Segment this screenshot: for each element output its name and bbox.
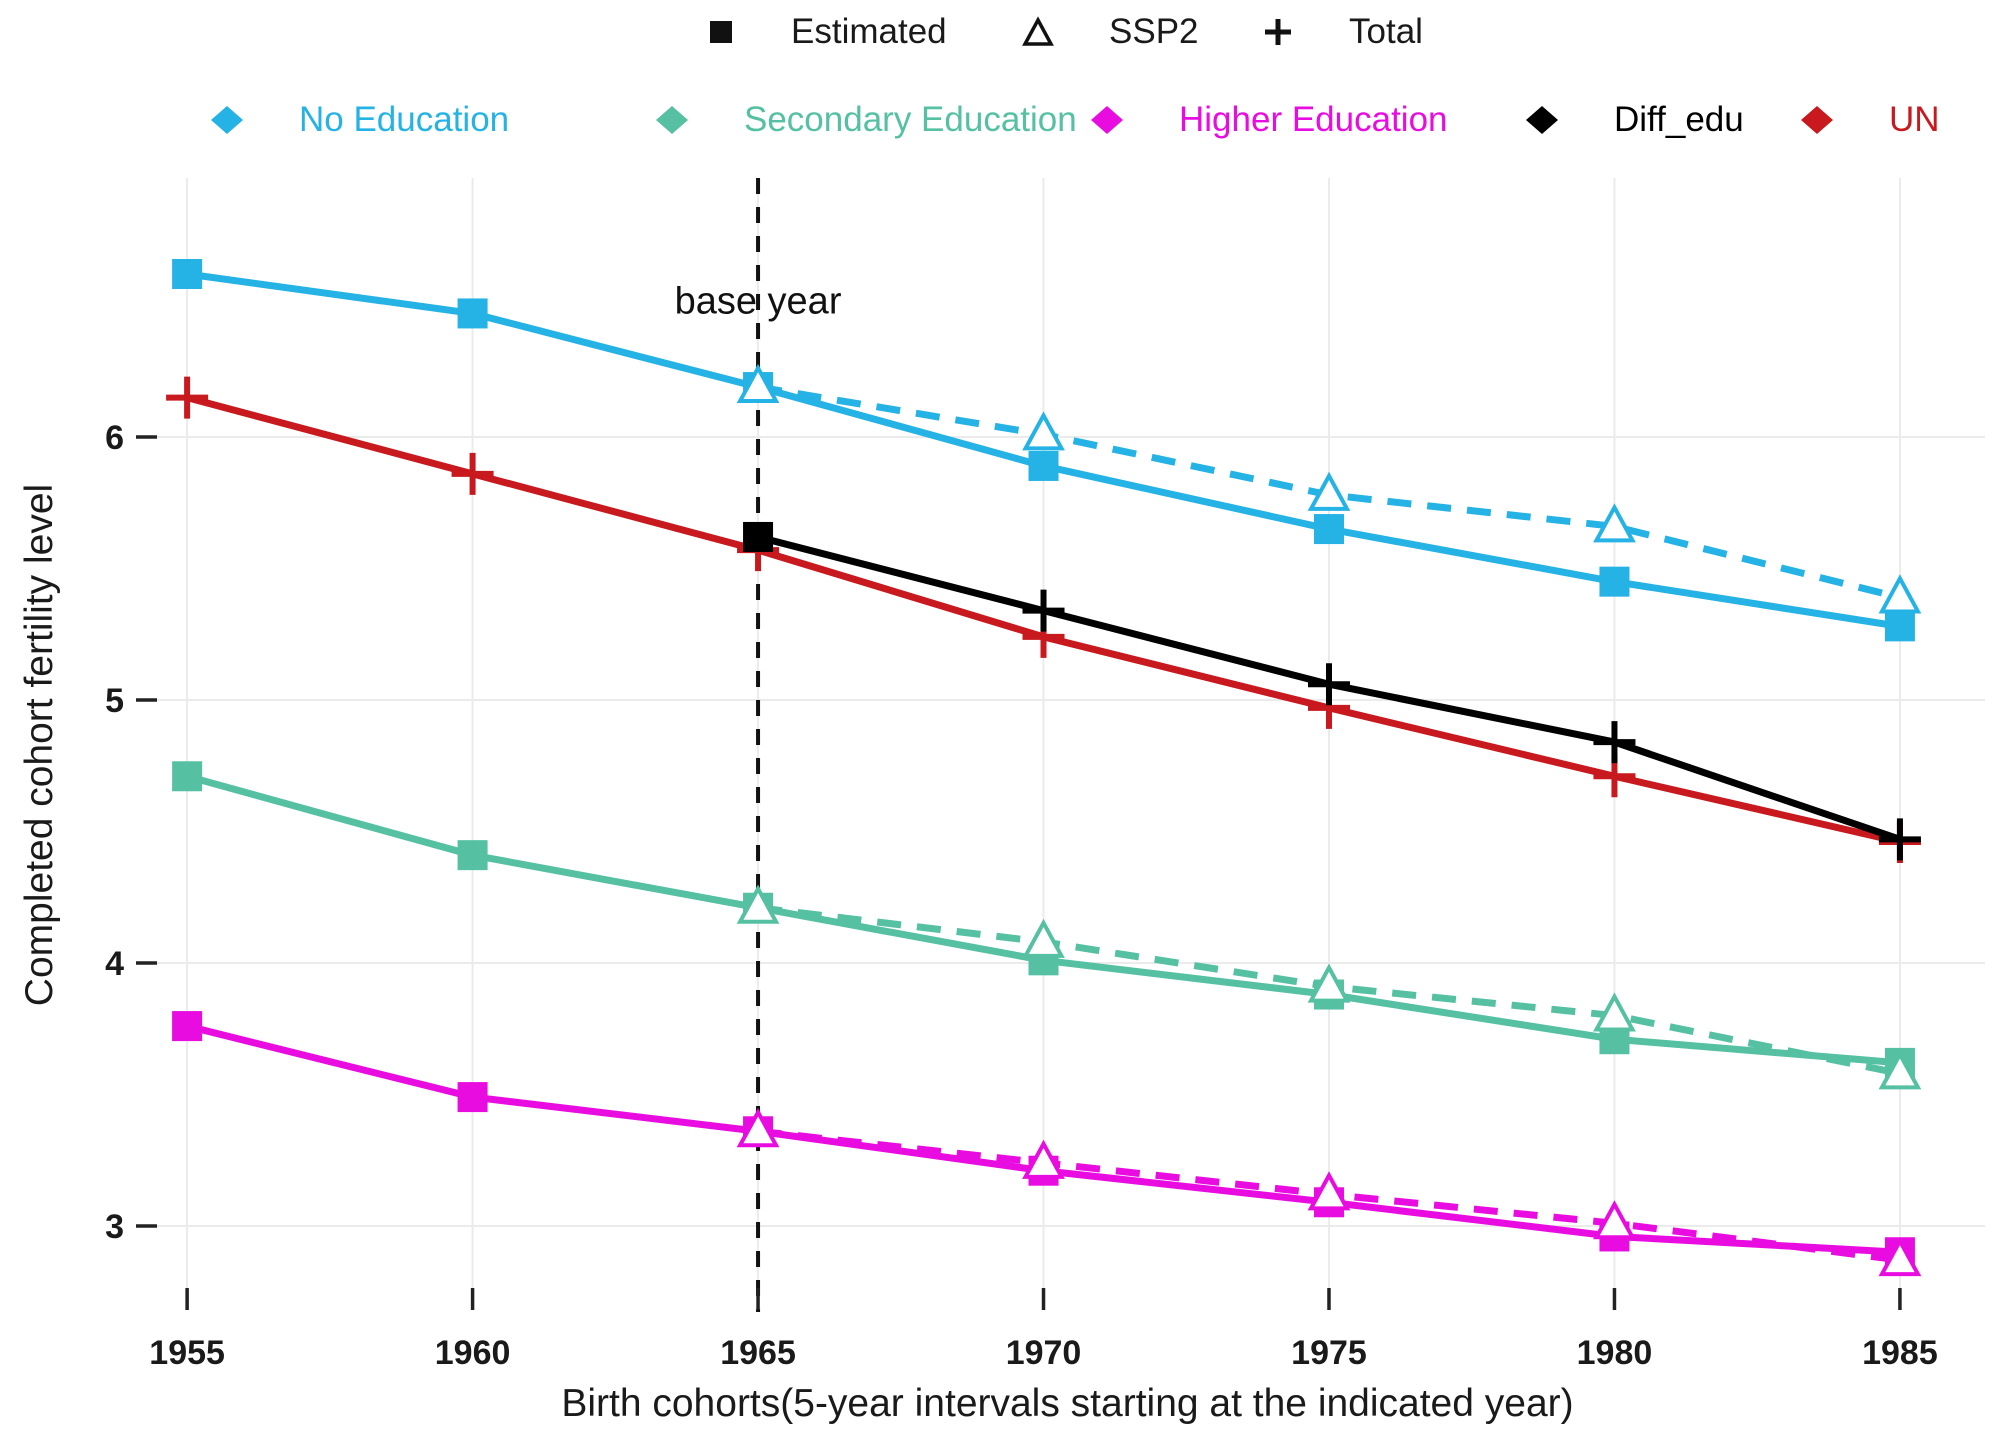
legend-label-diff-edu: Diff_edu bbox=[1614, 100, 1744, 139]
higher-education-estimated-marker bbox=[457, 1082, 488, 1113]
legend-item-diff-edu: Diff_edu bbox=[1525, 94, 1744, 146]
x-tick-label: 1955 bbox=[149, 1334, 225, 1372]
legend-item-estimated: Estimated bbox=[706, 6, 947, 58]
no-education-ssp2-marker bbox=[1022, 411, 1065, 451]
no-education-ssp2-marker bbox=[736, 363, 780, 404]
legend-item-no-education: No Education bbox=[210, 94, 509, 146]
diamond-marker-icon bbox=[1091, 106, 1123, 134]
legend-item-secondary-education: Secondary Education bbox=[655, 94, 1077, 146]
no-education-estimated-marker bbox=[1884, 611, 1915, 642]
secondary-education-ssp2-marker bbox=[1878, 1050, 1922, 1090]
legend-item-total: Total bbox=[1262, 6, 1423, 58]
no-education-estimated-marker bbox=[1028, 450, 1059, 481]
legend-label-un: UN bbox=[1889, 100, 1940, 139]
x-tick-label: 1960 bbox=[435, 1334, 511, 1372]
y-tick-label: 4 bbox=[105, 945, 124, 983]
higher-education-ssp2-marker bbox=[1878, 1236, 1922, 1277]
legend-label-ssp2: SSP2 bbox=[1109, 12, 1199, 51]
legend-item-ssp2: SSP2 bbox=[1022, 6, 1199, 58]
diamond-marker-icon bbox=[1526, 106, 1558, 134]
legend-label-total: Total bbox=[1349, 12, 1423, 51]
base-year-annotation: base year bbox=[675, 280, 842, 322]
no-education-ssp2-marker bbox=[1307, 471, 1351, 511]
legend-item-un: UN bbox=[1800, 94, 1940, 146]
diamond-marker-icon bbox=[656, 106, 688, 134]
y-tick-label: 5 bbox=[105, 682, 124, 720]
no-education-estimated-marker bbox=[1313, 514, 1344, 545]
x-axis-title: Birth cohorts(5-year intervals starting … bbox=[561, 1382, 1574, 1425]
x-tick-label: 1965 bbox=[720, 1334, 796, 1372]
x-tick-label: 1985 bbox=[1862, 1334, 1938, 1372]
no-education-estimated-marker bbox=[172, 258, 203, 289]
y-tick-label: 3 bbox=[105, 1208, 124, 1246]
legend-label-secondary-education: Secondary Education bbox=[744, 100, 1077, 139]
diamond-marker-icon bbox=[1801, 106, 1833, 134]
higher-education-estimated-marker bbox=[172, 1011, 203, 1042]
no-education-ssp2-marker bbox=[1878, 574, 1922, 614]
higher-education-ssp2-marker bbox=[1022, 1139, 1065, 1179]
legend-label-estimated: Estimated bbox=[791, 12, 947, 51]
shape-legend: Estimated SSP2 Total bbox=[0, 6, 2000, 58]
secondary-education-estimated-marker bbox=[172, 761, 203, 792]
x-tick-label: 1975 bbox=[1291, 1334, 1367, 1372]
y-tick-label: 6 bbox=[105, 419, 124, 457]
diff-edu-total-marker bbox=[743, 521, 774, 552]
y-axis-title: Completed cohort fertility level bbox=[18, 483, 61, 1007]
legend-item-higher-education: Higher Education bbox=[1090, 94, 1448, 146]
higher-education-ssp2-marker bbox=[736, 1108, 780, 1148]
square-marker-icon bbox=[710, 21, 732, 43]
secondary-education-estimated-marker bbox=[457, 840, 488, 871]
secondary-education-ssp2-marker bbox=[1022, 918, 1065, 958]
legend-label-higher-education: Higher Education bbox=[1179, 100, 1448, 139]
x-tick-label: 1970 bbox=[1006, 1334, 1082, 1372]
x-tick-label: 1980 bbox=[1577, 1334, 1653, 1372]
diamond-marker-icon bbox=[211, 106, 243, 134]
no-education-estimated-marker bbox=[457, 298, 488, 329]
higher-education-ssp2-marker bbox=[1307, 1171, 1351, 1211]
triangle-marker-icon bbox=[1022, 16, 1054, 46]
no-education-estimated-marker bbox=[1599, 566, 1630, 597]
secondary-education-ssp2-marker bbox=[1593, 992, 1636, 1032]
plus-marker-icon bbox=[1265, 19, 1291, 45]
secondary-education-ssp2-marker bbox=[736, 884, 780, 924]
color-legend: No Education Secondary Education Higher … bbox=[0, 94, 2000, 150]
no-education-ssp2-marker bbox=[1593, 503, 1636, 543]
legend-label-no-education: No Education bbox=[299, 100, 510, 139]
higher-education-ssp2-marker bbox=[1593, 1200, 1636, 1240]
secondary-education-ssp2-marker bbox=[1307, 963, 1351, 1003]
